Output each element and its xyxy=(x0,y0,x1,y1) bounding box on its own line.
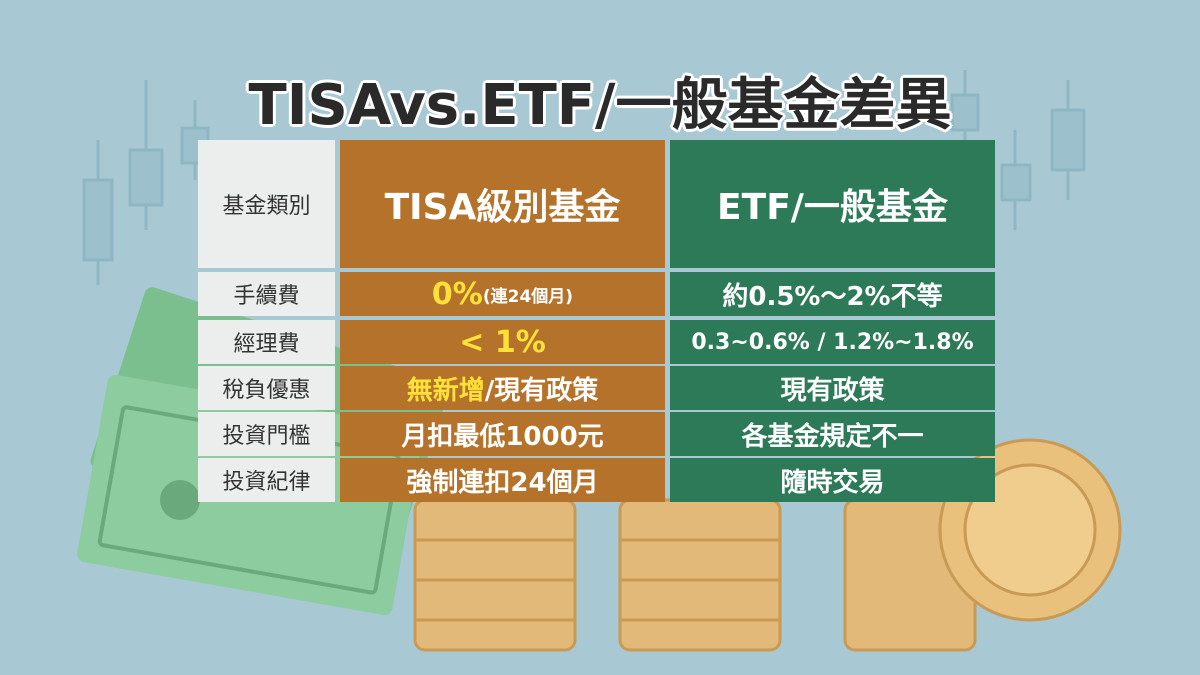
table-cell: 0% (連24個月) xyxy=(340,272,665,316)
cell-text: 無新增 xyxy=(406,375,485,406)
header-cell: 基金類別 xyxy=(198,140,335,268)
cell-text: 強制連扣24個月 xyxy=(406,467,599,498)
table-cell: 隨時交易 xyxy=(670,458,995,502)
header-cell: ETF/一般基金 xyxy=(670,140,995,268)
table-cell: < 1% xyxy=(340,320,665,364)
table-cell: 0.3~0.6% / 1.2%~1.8% xyxy=(670,320,995,364)
table-cell: 強制連扣24個月 xyxy=(340,458,665,502)
table-cell: 無新增/現有政策 xyxy=(340,366,665,410)
header-cell: TISA級別基金 xyxy=(340,140,665,268)
cell-text: 月扣最低1000元 xyxy=(401,421,604,452)
row-label: 經理費 xyxy=(198,320,335,364)
table-cell: 各基金規定不一 xyxy=(670,412,995,456)
table-cell: 月扣最低1000元 xyxy=(340,412,665,456)
row-label: 投資門檻 xyxy=(198,412,335,456)
cell-text: /現有政策 xyxy=(484,375,599,406)
row-label: 稅負優惠 xyxy=(198,366,335,410)
row-label: 手續費 xyxy=(198,272,335,316)
row-label: 投資紀律 xyxy=(198,458,335,502)
title: TISAvs.ETF/一般基金差異 xyxy=(248,73,952,138)
table-cell: 約0.5%～2%不等 xyxy=(670,272,995,316)
cell-text: 0% xyxy=(431,276,483,312)
cell-text: < 1% xyxy=(459,324,546,360)
cell-text: (連24個月) xyxy=(482,286,574,307)
table-cell: 現有政策 xyxy=(670,366,995,410)
